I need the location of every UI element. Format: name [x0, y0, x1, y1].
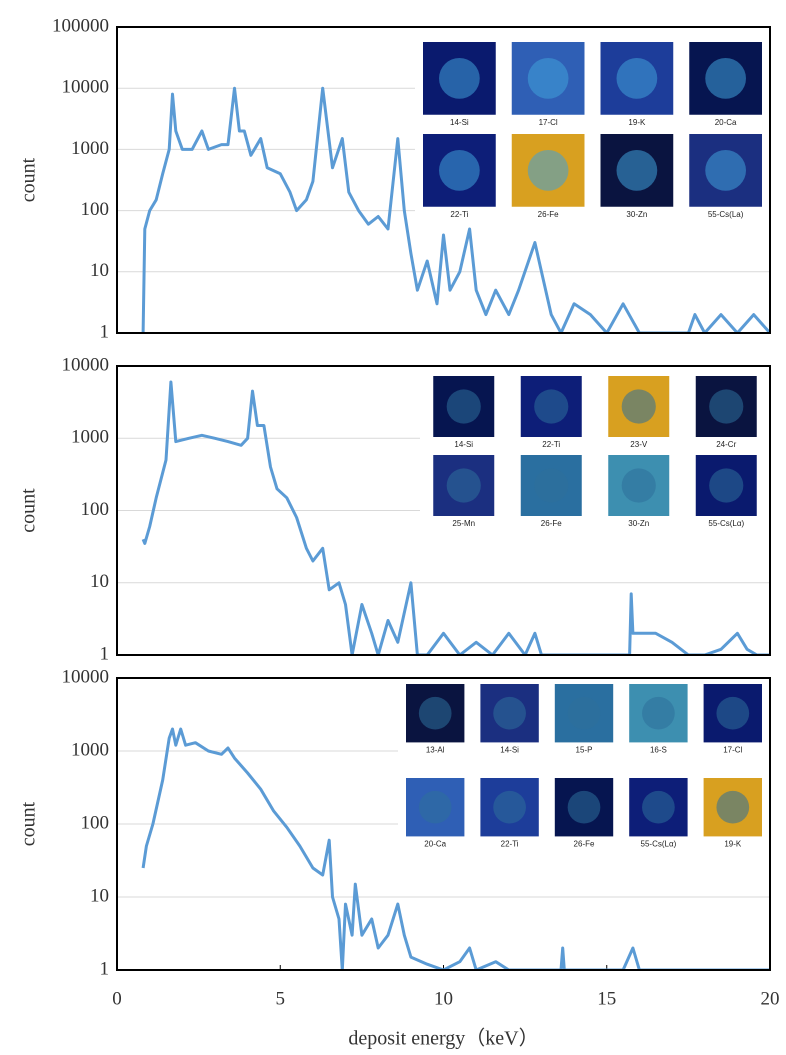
map-label: 14-Si	[450, 118, 469, 127]
map-label: 19-K	[724, 840, 742, 849]
map-feature	[493, 791, 526, 824]
map-label: 24-Cr	[716, 440, 736, 449]
y-tick-label: 1	[100, 643, 110, 664]
y-tick-label: 1000	[71, 138, 109, 159]
y-axis-label: count	[18, 488, 40, 533]
map-feature	[493, 697, 526, 730]
map-feature	[528, 150, 569, 191]
map-label: 55-Cs(Lα)	[641, 840, 677, 849]
map-feature	[534, 389, 568, 423]
map-feature	[709, 468, 743, 502]
figure: 110100100010000100000count14-Si17-Cl19-K…	[0, 0, 786, 1055]
map-feature	[568, 791, 601, 824]
y-tick-label: 100000	[52, 15, 109, 36]
x-tick-label: 0	[112, 988, 122, 1009]
map-label: 14-Si	[454, 440, 473, 449]
y-tick-label: 100	[81, 499, 110, 520]
map-label: 17-Cl	[723, 746, 742, 755]
y-tick-label: 1	[100, 958, 110, 979]
map-label: 22-Ti	[450, 210, 468, 219]
map-label: 23-V	[630, 440, 648, 449]
map-feature	[447, 468, 481, 502]
map-feature	[439, 58, 480, 99]
map-feature	[705, 58, 746, 99]
y-tick-label: 100	[81, 199, 110, 220]
y-tick-label: 10	[90, 571, 109, 592]
y-tick-label: 10000	[62, 354, 110, 375]
map-label: 30-Zn	[628, 519, 649, 528]
y-tick-label: 10	[90, 260, 109, 281]
map-label: 14-Si	[500, 746, 519, 755]
map-feature	[642, 791, 675, 824]
y-tick-label: 10000	[62, 77, 110, 98]
x-axis-label: deposit energy（keV）	[348, 1027, 538, 1050]
map-label: 55-Cs(La)	[708, 210, 744, 219]
x-tick-label: 15	[597, 988, 616, 1009]
map-feature	[617, 150, 658, 191]
map-feature	[617, 58, 658, 99]
map-label: 22-Ti	[542, 440, 560, 449]
map-feature	[716, 791, 749, 824]
map-label: 13-Al	[426, 746, 445, 755]
y-tick-label: 1000	[71, 427, 109, 448]
y-axis-label: count	[18, 157, 40, 202]
map-feature	[705, 150, 746, 191]
map-label: 26-Fe	[538, 210, 559, 219]
map-label: 16-S	[650, 746, 667, 755]
map-label: 30-Zn	[626, 210, 647, 219]
map-label: 26-Fe	[541, 519, 562, 528]
map-label: 25-Mn	[452, 519, 475, 528]
y-axis-label: count	[18, 801, 40, 846]
map-feature	[568, 697, 601, 730]
map-feature	[528, 58, 569, 99]
map-label: 26-Fe	[574, 840, 595, 849]
map-feature	[447, 389, 481, 423]
y-tick-label: 100	[81, 812, 110, 833]
map-label: 19-K	[628, 118, 646, 127]
map-label: 15-P	[576, 746, 593, 755]
y-tick-label: 10	[90, 885, 109, 906]
map-feature	[622, 468, 656, 502]
map-feature	[534, 468, 568, 502]
map-label: 55-Cs(Lα)	[708, 519, 744, 528]
map-feature	[419, 697, 452, 730]
y-tick-label: 1000	[71, 739, 109, 760]
x-tick-label: 10	[434, 988, 453, 1009]
x-tick-label: 20	[761, 988, 780, 1009]
x-tick-label: 5	[276, 988, 286, 1009]
map-label: 17-Cl	[539, 118, 558, 127]
map-feature	[622, 389, 656, 423]
map-label: 20-Ca	[715, 118, 737, 127]
map-feature	[709, 389, 743, 423]
map-feature	[716, 697, 749, 730]
y-tick-label: 10000	[62, 666, 110, 687]
map-label: 22-Ti	[501, 840, 519, 849]
y-tick-label: 1	[100, 321, 110, 342]
map-feature	[419, 791, 452, 824]
map-feature	[439, 150, 480, 191]
map-label: 20-Ca	[424, 840, 446, 849]
map-feature	[642, 697, 675, 730]
